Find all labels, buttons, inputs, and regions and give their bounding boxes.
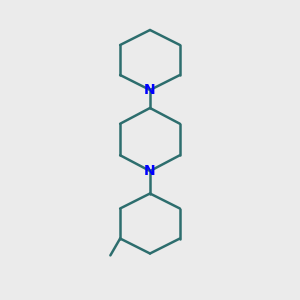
Text: N: N — [144, 83, 156, 97]
Text: N: N — [144, 164, 156, 178]
